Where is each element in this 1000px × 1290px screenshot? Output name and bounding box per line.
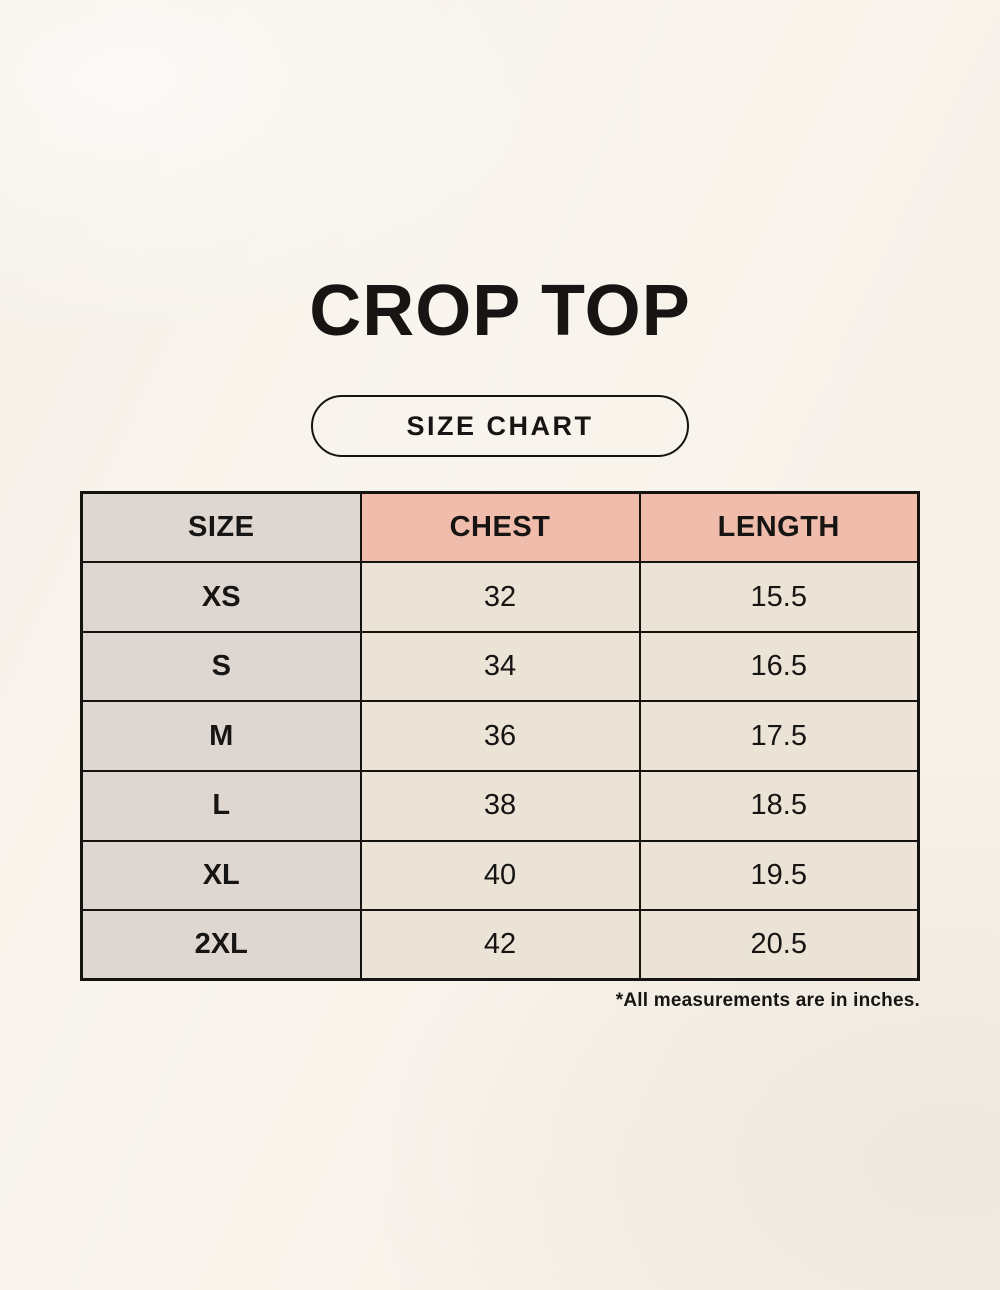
measurement-value-cell: 34 xyxy=(359,630,641,703)
table-header: SIZE CHEST LENGTH xyxy=(80,491,920,564)
measurement-value-cell: 18.5 xyxy=(638,770,920,842)
measurement-value-cell: 32 xyxy=(359,561,641,633)
size-chart-badge: SIZE CHART xyxy=(311,395,689,458)
measurement-value-cell: 16.5 xyxy=(638,630,920,703)
table-row: M 36 17.5 xyxy=(80,700,920,773)
size-chart-table-wrap: SIZE CHEST LENGTH XS 32 15.5 S 34 16.5 M 36 17.5 L 3… xyxy=(80,491,920,1012)
measurement-value-cell: 20.5 xyxy=(638,909,920,981)
measurement-value-cell: 19.5 xyxy=(638,839,920,912)
size-label-cell: M xyxy=(80,700,362,773)
measurement-value-cell: 42 xyxy=(359,909,641,981)
table-row: XL 40 19.5 xyxy=(80,839,920,912)
column-header-chest: CHEST xyxy=(359,491,641,564)
table-body: XS 32 15.5 S 34 16.5 M 36 17.5 L 38 18.5 XL 40 19.5 2XL… xyxy=(80,561,920,981)
measurement-value-cell: 36 xyxy=(359,700,641,773)
table-row: XS 32 15.5 xyxy=(80,561,920,633)
size-label-cell: S xyxy=(80,630,362,703)
measurement-value-cell: 40 xyxy=(359,839,641,912)
measurement-value-cell: 38 xyxy=(359,770,641,842)
size-chart-table: SIZE CHEST LENGTH XS 32 15.5 S 34 16.5 M 36 17.5 L 3… xyxy=(80,491,920,982)
size-label-cell: XL xyxy=(80,839,362,912)
column-header-length: LENGTH xyxy=(638,491,920,564)
size-label-cell: 2XL xyxy=(80,909,362,981)
column-header-size: SIZE xyxy=(80,491,362,564)
table-row: 2XL 42 20.5 xyxy=(80,909,920,981)
size-chart-badge-label: SIZE CHART xyxy=(406,410,594,441)
page-title: CROP TOP xyxy=(309,271,691,351)
size-label-cell: XS xyxy=(80,561,362,633)
table-row: L 38 18.5 xyxy=(80,770,920,842)
table-row: S 34 16.5 xyxy=(80,630,920,703)
measurement-value-cell: 17.5 xyxy=(638,700,920,773)
measurements-footnote: *All measurements are in inches. xyxy=(615,990,920,1012)
measurement-value-cell: 15.5 xyxy=(638,561,920,633)
table-header-row: SIZE CHEST LENGTH xyxy=(80,491,920,564)
size-label-cell: L xyxy=(80,770,362,842)
